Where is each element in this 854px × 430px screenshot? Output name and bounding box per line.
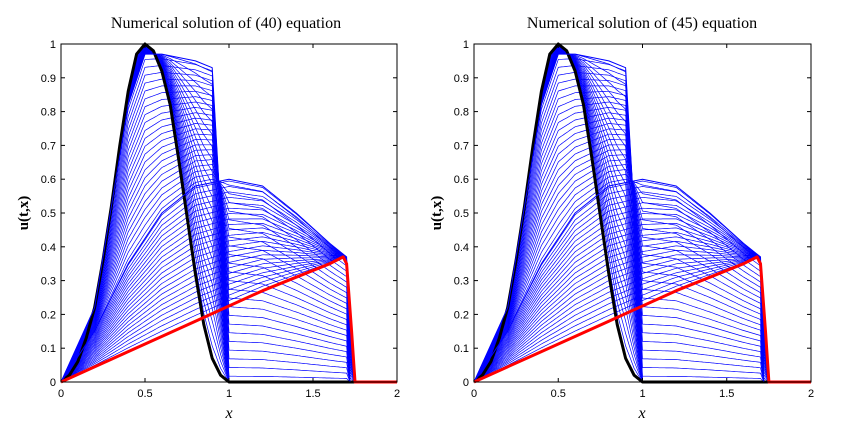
- x-tick-label: 0: [471, 388, 477, 400]
- y-tick-label: 0.2: [454, 309, 469, 321]
- solution-curve: [473, 78, 811, 383]
- solution-curve: [60, 128, 397, 383]
- y-axis-label: u(t,x): [429, 196, 445, 231]
- x-tick-label: 1: [639, 388, 645, 400]
- solution-curve: [473, 101, 811, 383]
- plot-area: [473, 42, 811, 384]
- intermediate-curve: [473, 53, 811, 383]
- solution-curve: [60, 174, 397, 383]
- solution-curve: [473, 174, 811, 383]
- y-tick-label: 0.8: [454, 107, 469, 119]
- solution-curve: [60, 159, 397, 383]
- solution-curve: [473, 159, 811, 383]
- intermediate-curve: [60, 53, 397, 383]
- solution-curve: [60, 133, 397, 383]
- data-series: [60, 42, 397, 384]
- y-tick-label: 1: [50, 39, 56, 51]
- x-tick-label: 0.5: [137, 388, 152, 400]
- y-tick-label: 0.5: [454, 208, 469, 220]
- solution-curve: [60, 90, 397, 383]
- solution-curve: [60, 144, 397, 383]
- y-tick-label: 0.6: [41, 174, 56, 186]
- solution-curve: [473, 128, 811, 383]
- x-axis-ticks: 0 0.5 1 1.5 2: [471, 44, 814, 400]
- x-tick-label: 1: [226, 388, 232, 400]
- solution-curve: [60, 149, 397, 383]
- solution-curve: [473, 144, 811, 383]
- solution-curve: [60, 164, 397, 383]
- initial-curve: [60, 42, 397, 384]
- chart-right: Numerical solution of (45) equation 0 0.5…: [429, 15, 814, 422]
- x-tick-label: 1.5: [719, 388, 734, 400]
- solution-curve: [60, 101, 397, 383]
- solution-curve: [473, 139, 811, 383]
- x-tick-label: 2: [808, 388, 814, 400]
- solution-curve: [473, 133, 811, 383]
- y-tick-label: 0.1: [41, 343, 56, 355]
- chart-title: Numerical solution of (40) equation: [111, 15, 341, 32]
- x-tick-label: 2: [394, 388, 400, 400]
- solution-curve: [60, 78, 397, 383]
- y-tick-label: 0.3: [454, 276, 469, 288]
- final-curve: [60, 255, 397, 384]
- initial-curve: [473, 42, 811, 384]
- y-axis-label: u(t,x): [16, 196, 32, 231]
- final-curve: [473, 255, 811, 384]
- x-axis-ticks: 0 0.5 1 1.5 2: [58, 44, 400, 400]
- y-tick-label: 0.7: [454, 140, 469, 152]
- x-tick-label: 0: [58, 388, 64, 400]
- y-tick-label: 0.4: [41, 242, 56, 254]
- chart-left: Numerical solution of (40) equation 0 0.5…: [16, 15, 400, 422]
- solution-curve: [473, 112, 811, 383]
- y-tick-label: 0.9: [41, 73, 56, 85]
- solution-curve: [60, 117, 397, 383]
- solution-curve: [60, 112, 397, 383]
- y-tick-label: 1: [463, 39, 469, 51]
- solution-curve: [473, 65, 811, 383]
- solution-curve: [473, 85, 811, 383]
- solution-curve: [473, 164, 811, 383]
- solution-curve: [473, 96, 811, 383]
- y-tick-label: 0: [463, 377, 469, 389]
- y-tick-label: 0.6: [454, 174, 469, 186]
- solution-curve: [473, 71, 811, 383]
- y-tick-label: 0.8: [41, 107, 56, 119]
- x-axis-label: x: [224, 405, 232, 422]
- y-tick-label: 0.7: [41, 140, 56, 152]
- solution-curve: [60, 139, 397, 383]
- solution-curve: [60, 123, 397, 383]
- solution-curve: [60, 71, 397, 383]
- solution-curve: [473, 123, 811, 383]
- y-axis-ticks: 0 0.1 0.2 0.3 0.4 0.5 0.6 0.7 0.8 0.9 1: [41, 39, 397, 389]
- solution-curve: [60, 154, 397, 383]
- y-tick-label: 0.3: [41, 276, 56, 288]
- data-series: [473, 42, 811, 384]
- x-axis-label: x: [637, 405, 645, 422]
- solution-curve: [60, 85, 397, 383]
- plot-area: [60, 42, 397, 384]
- y-axis-ticks: 0 0.1 0.2 0.3 0.4 0.5 0.6 0.7 0.8 0.9 1: [454, 39, 811, 389]
- solution-curve: [473, 149, 811, 383]
- x-tick-label: 0.5: [551, 388, 566, 400]
- y-tick-label: 0.4: [454, 242, 469, 254]
- chart-title: Numerical solution of (45) equation: [527, 15, 757, 32]
- solution-curve: [473, 117, 811, 383]
- y-tick-label: 0.5: [41, 208, 56, 220]
- y-tick-label: 0.2: [41, 309, 56, 321]
- y-tick-label: 0: [50, 377, 56, 389]
- solution-curve: [60, 96, 397, 383]
- y-tick-label: 0.9: [454, 73, 469, 85]
- solution-curve: [473, 90, 811, 383]
- y-tick-label: 0.1: [454, 343, 469, 355]
- solution-curve: [60, 65, 397, 383]
- x-tick-label: 1.5: [305, 388, 320, 400]
- solution-curve: [473, 154, 811, 383]
